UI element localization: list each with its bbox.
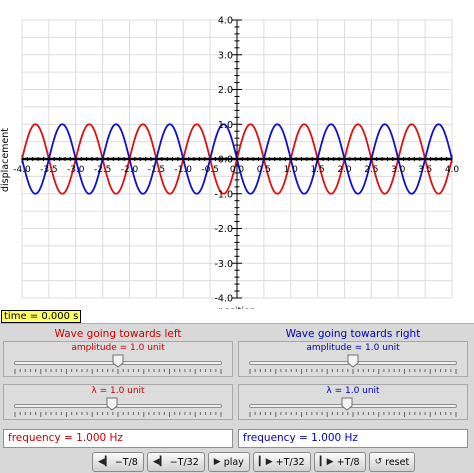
right-lambda-slider-box: λ = 1.0 unit — [238, 384, 468, 420]
left-lambda-ticks — [14, 412, 222, 417]
wave-curves — [21, 123, 453, 195]
left-wave-title: Wave going towards left — [54, 328, 182, 340]
reset-label: reset — [385, 456, 410, 468]
x-tick-label: 3.0 — [391, 165, 406, 175]
y-axis-label: displacement — [0, 128, 11, 192]
left-wave-panel: Wave going towards left amplitude = 1.0 … — [3, 327, 233, 450]
y-tick-label: 2.0 — [218, 85, 233, 96]
plus-t8-button[interactable]: ▎▶ +T/8 — [313, 452, 366, 472]
left-frequency-field[interactable]: frequency = 1.000 Hz — [3, 429, 233, 448]
y-tick-label: 4.0 — [218, 16, 233, 27]
x-axis-label: position — [218, 306, 256, 309]
left-lambda-track[interactable] — [14, 404, 222, 408]
step-back-icon: ◀▎ — [152, 457, 167, 467]
x-tick-label: -0.5 — [201, 165, 219, 175]
reset-icon: ↺ — [374, 457, 383, 467]
y-tick-label: -1.0 — [214, 189, 233, 200]
x-tick-label: -3.5 — [40, 165, 58, 175]
x-tick-label: -3.0 — [67, 165, 85, 175]
right-lambda-label: λ = 1.0 unit — [326, 386, 380, 396]
tick-labels: 4.03.02.01.00.0-1.0-2.0-3.0-4.0-4.0 -3.5-… — [13, 16, 459, 305]
x-tick-label: 1.5 — [310, 165, 324, 175]
time-control-bar: ◀▎ −T/8 ◀▎ −T/32 ▶ play ▎▶ +T/32 ▎▶ +T/8… — [92, 452, 416, 472]
right-amplitude-ticks — [249, 369, 457, 374]
y-tick-label: -3.0 — [214, 259, 233, 270]
right-wave-title: Wave going towards right — [285, 328, 421, 340]
control-panel: Wave going towards left amplitude = 1.0 … — [0, 323, 474, 473]
x-tick-label: -4.0 — [13, 165, 31, 175]
play-button[interactable]: ▶ play — [207, 452, 250, 472]
step-forward-icon: ▎▶ — [258, 457, 273, 467]
time-readout: time = 0.000 s — [1, 310, 82, 323]
x-tick-label: 2.0 — [337, 165, 352, 175]
right-lambda-slider-thumb[interactable] — [341, 397, 353, 411]
right-lambda-ticks — [249, 412, 457, 417]
left-amplitude-slider-box: amplitude = 1.0 unit — [3, 341, 233, 377]
minus-t32-button[interactable]: ◀▎ −T/32 — [146, 452, 205, 472]
right-amplitude-label: amplitude = 1.0 unit — [306, 343, 400, 353]
plus-t8-label: +T/8 — [336, 456, 360, 468]
y-tick-label: 1.0 — [218, 120, 233, 131]
left-lambda-slider-thumb[interactable] — [106, 397, 118, 411]
left-lambda-slider-box: λ = 1.0 unit — [3, 384, 233, 420]
y-tick-label: -4.0 — [214, 294, 233, 305]
x-tick-label: 0.5 — [257, 165, 271, 175]
x-tick-label: 4.0 — [445, 165, 460, 175]
x-tick-label: 0.0 — [230, 165, 245, 175]
right-lambda-track[interactable] — [249, 404, 457, 408]
x-tick-label: -1.0 — [174, 165, 192, 175]
wave-plot: 4.0 3.0 2.0 1.0 0.0 -1.0 -2.0 -3.0 -4.0 -4.0 -3.5-… — [0, 15, 460, 310]
play-icon: ▶ — [213, 457, 221, 467]
plus-t32-label: +T/32 — [275, 456, 305, 468]
minus-t8-label: −T/8 — [114, 456, 138, 468]
right-frequency-field[interactable]: frequency = 1.000 Hz — [238, 429, 468, 448]
plus-t32-button[interactable]: ▎▶ +T/32 — [252, 452, 311, 472]
step-forward-icon: ▎▶ — [319, 457, 334, 467]
right-wave-panel: Wave going towards right amplitude = 1.0… — [238, 327, 468, 450]
x-tick-label: -2.5 — [94, 165, 112, 175]
play-label: play — [223, 456, 244, 468]
y-tick-label: 0.0 — [218, 155, 233, 166]
x-tick-label: -1.5 — [148, 165, 166, 175]
reset-button[interactable]: ↺ reset — [368, 452, 416, 472]
y-tick-label: 3.0 — [218, 50, 233, 61]
right-amplitude-slider-thumb[interactable] — [347, 354, 359, 368]
minus-t32-label: −T/32 — [169, 456, 199, 468]
x-tick-label: 3.5 — [418, 165, 432, 175]
x-tick-label: -2.0 — [121, 165, 139, 175]
minus-t8-button[interactable]: ◀▎ −T/8 — [92, 452, 144, 472]
plot-canvas: 4.03.02.01.00.0-1.0-2.0-3.0-4.0-4.0 -3.5-… — [0, 16, 459, 310]
left-amplitude-ticks — [14, 369, 222, 374]
right-amplitude-slider-box: amplitude = 1.0 unit — [238, 341, 468, 377]
x-tick-label: 2.5 — [364, 165, 378, 175]
step-back-icon: ◀▎ — [98, 457, 112, 467]
left-lambda-label: λ = 1.0 unit — [91, 386, 145, 396]
left-amplitude-label: amplitude = 1.0 unit — [71, 343, 165, 353]
left-amplitude-slider-thumb[interactable] — [112, 354, 124, 368]
y-tick-label: -2.0 — [214, 224, 233, 235]
x-tick-label: 1.0 — [284, 165, 299, 175]
